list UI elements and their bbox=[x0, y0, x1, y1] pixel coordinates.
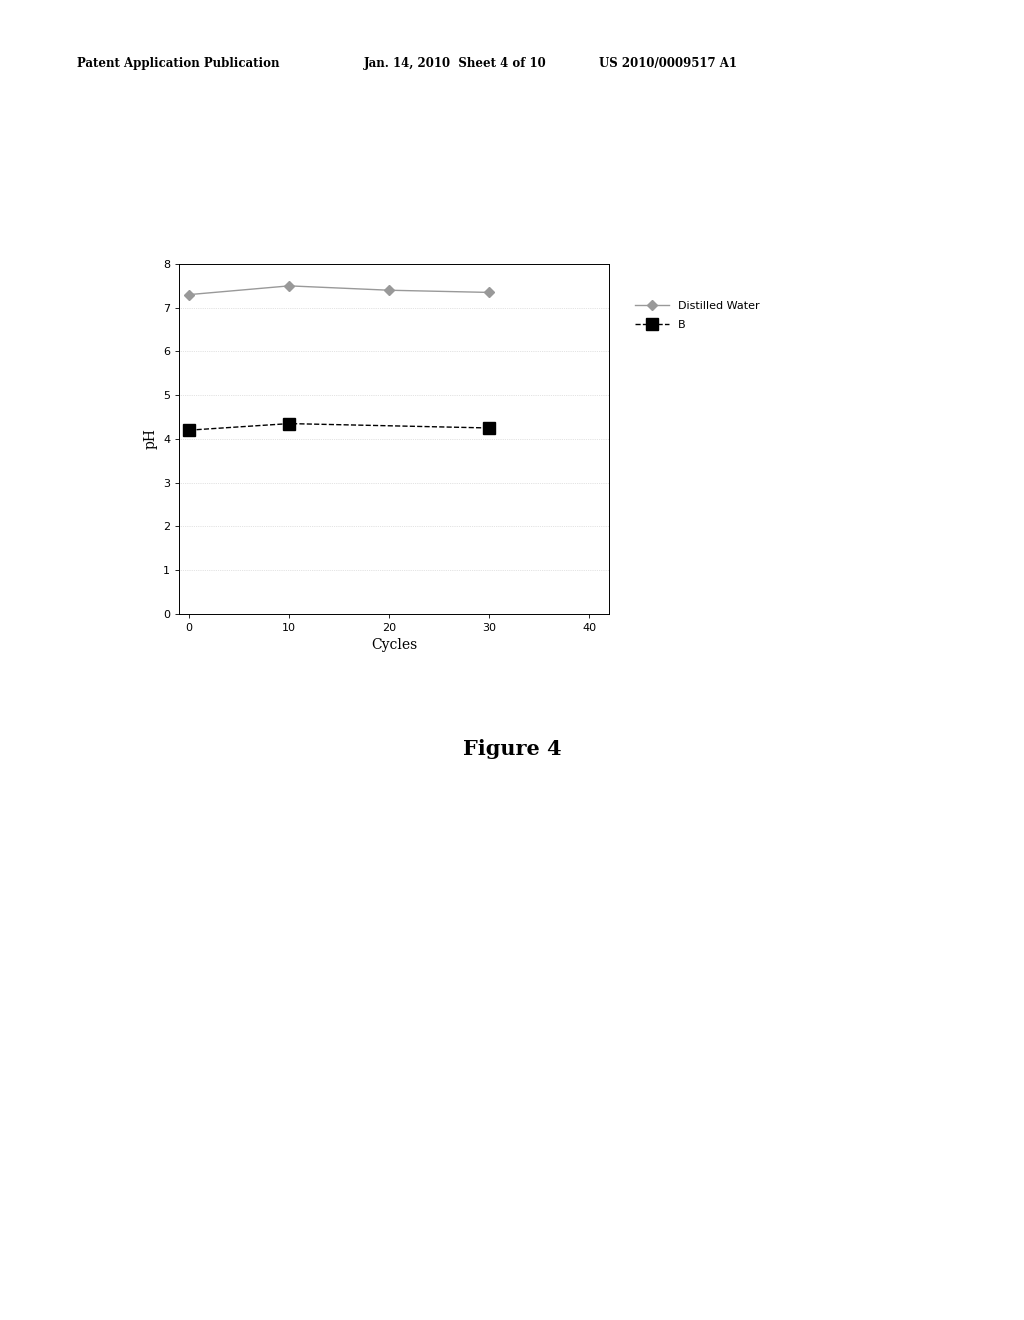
Distilled Water bbox=[183, 286, 196, 302]
Text: US 2010/0009517 A1: US 2010/0009517 A1 bbox=[599, 57, 737, 70]
Text: Patent Application Publication: Patent Application Publication bbox=[77, 57, 280, 70]
Line: B: B bbox=[183, 418, 495, 436]
Line: Distilled Water: Distilled Water bbox=[185, 282, 493, 298]
B bbox=[283, 416, 295, 432]
X-axis label: Cycles: Cycles bbox=[371, 639, 418, 652]
Text: Jan. 14, 2010  Sheet 4 of 10: Jan. 14, 2010 Sheet 4 of 10 bbox=[364, 57, 546, 70]
Y-axis label: pH: pH bbox=[143, 429, 158, 449]
Text: Figure 4: Figure 4 bbox=[463, 739, 561, 759]
B bbox=[483, 420, 496, 436]
Distilled Water bbox=[283, 279, 295, 294]
Legend: Distilled Water, B: Distilled Water, B bbox=[632, 297, 763, 333]
Distilled Water bbox=[483, 285, 496, 301]
Distilled Water bbox=[383, 282, 395, 298]
B bbox=[183, 422, 196, 438]
